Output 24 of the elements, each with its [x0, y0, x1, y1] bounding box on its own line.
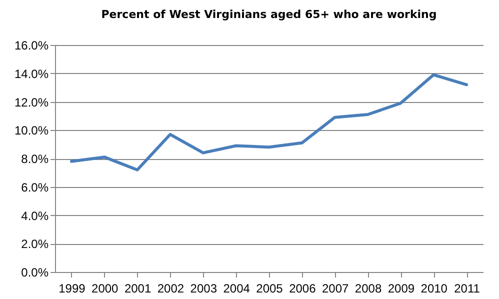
x-tick-label: 2002: [157, 282, 184, 296]
y-tick-label: 8.0%: [21, 152, 49, 166]
y-tick-label: 10.0%: [14, 124, 49, 138]
y-tick-label: 12.0%: [14, 95, 49, 110]
y-tick-label: 4.0%: [21, 208, 49, 223]
line-series: [70, 73, 468, 172]
x-tick-label: 2010: [420, 282, 448, 296]
y-tick-label: 14.0%: [14, 66, 49, 81]
x-tick-label: 2008: [354, 282, 382, 296]
y-tick-label: 16.0%: [14, 38, 49, 52]
x-tick-label: 2000: [92, 282, 119, 296]
y-tick-label: 2.0%: [21, 237, 49, 252]
x-tick-label: 2006: [289, 282, 316, 296]
x-tick-label: 2003: [190, 282, 218, 296]
chart-title: Percent of West Virginians aged 65+ who are working: [101, 8, 437, 21]
x-tick-label: 1999: [58, 282, 86, 296]
y-tick-label: 6.0%: [21, 180, 49, 194]
x-tick-label: 2004: [223, 282, 250, 296]
x-tick-label: 2009: [388, 282, 415, 296]
x-tick-label: 2005: [256, 282, 284, 296]
x-tick-label: 2011: [454, 282, 480, 296]
y-tick-label: 0.0%: [21, 266, 49, 280]
x-tick-label: 2001: [124, 282, 152, 296]
x-tick-label: 2007: [322, 282, 350, 296]
